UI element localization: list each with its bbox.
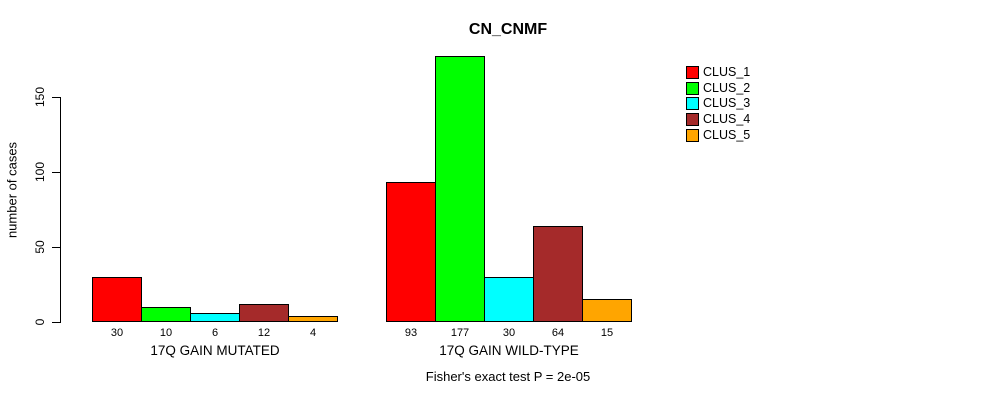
bar-clus_2-wild-type: [435, 56, 485, 322]
bar-value-label: 15: [600, 327, 614, 339]
legend-label-clus_5: CLUS_5: [703, 128, 751, 142]
category-label: 17Q GAIN MUTATED: [150, 343, 280, 358]
bar-value-label: 64: [551, 327, 565, 339]
footnote-fisher-test: Fisher's exact test P = 2e-05: [425, 369, 591, 384]
bar-clus_4-mutated: [239, 304, 289, 322]
bar-clus_4-wild-type: [533, 226, 583, 322]
y-axis-line: [60, 97, 61, 323]
y-tick: [52, 97, 60, 98]
legend-label-clus_2: CLUS_2: [703, 81, 751, 95]
bar-value-label: 10: [159, 327, 173, 339]
y-tick-label: 150: [33, 86, 47, 108]
legend-swatch-clus_5: [686, 129, 699, 142]
bar-value-label: 4: [309, 327, 317, 339]
bar-clus_3-mutated: [190, 313, 240, 322]
legend-label-clus_1: CLUS_1: [703, 65, 751, 79]
chart-title: CN_CNMF: [468, 21, 548, 38]
bar-value-label: 6: [211, 327, 219, 339]
bar-value-label: 30: [502, 327, 516, 339]
y-tick-label: 0: [33, 318, 47, 326]
bar-clus_2-mutated: [141, 307, 191, 322]
category-label: 17Q GAIN WILD-TYPE: [439, 343, 579, 358]
y-tick: [52, 322, 60, 323]
legend-swatch-clus_2: [686, 82, 699, 95]
bar-value-label: 12: [257, 327, 271, 339]
bar-clus_3-wild-type: [484, 277, 534, 322]
y-axis-label: number of cases: [4, 141, 20, 239]
bar-value-label: 177: [450, 327, 470, 339]
y-tick: [52, 247, 60, 248]
y-tick-label: 100: [33, 161, 47, 183]
y-tick-label: 50: [33, 240, 47, 254]
bar-clus_5-mutated: [288, 316, 338, 322]
legend-swatch-clus_1: [686, 66, 699, 79]
legend-swatch-clus_4: [686, 113, 699, 126]
bar-clus_5-wild-type: [582, 299, 632, 322]
bar-value-label: 93: [404, 327, 418, 339]
legend-label-clus_3: CLUS_3: [703, 96, 751, 110]
legend-label-clus_4: CLUS_4: [703, 112, 751, 126]
bar-clus_1-mutated: [92, 277, 142, 322]
legend-swatch-clus_3: [686, 97, 699, 110]
bar-clus_1-wild-type: [386, 182, 436, 322]
y-tick: [52, 172, 60, 173]
bar-value-label: 30: [110, 327, 124, 339]
